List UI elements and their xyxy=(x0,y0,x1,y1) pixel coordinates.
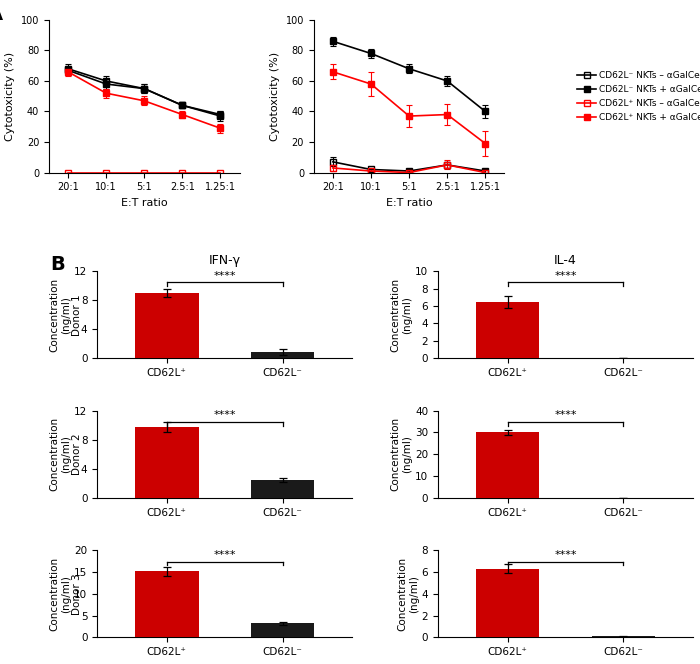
Y-axis label: Cytotoxicity (%): Cytotoxicity (%) xyxy=(6,52,15,141)
Bar xyxy=(592,636,655,637)
Text: ****: **** xyxy=(214,410,236,420)
Y-axis label: Concentration
(ng/ml): Concentration (ng/ml) xyxy=(391,278,412,352)
Y-axis label: Concentration
(ng/ml): Concentration (ng/ml) xyxy=(398,557,419,631)
Bar xyxy=(476,301,540,359)
Y-axis label: Cytotoxicity (%): Cytotoxicity (%) xyxy=(270,52,280,141)
Text: ****: **** xyxy=(214,550,236,560)
Bar xyxy=(251,623,314,637)
Bar xyxy=(135,427,199,498)
Y-axis label: Concentration
(ng/ml): Concentration (ng/ml) xyxy=(391,417,412,491)
Title: IFN-γ: IFN-γ xyxy=(209,254,241,267)
Bar xyxy=(135,571,199,637)
Bar xyxy=(251,479,314,498)
Text: A: A xyxy=(0,5,4,24)
Text: Donor 2: Donor 2 xyxy=(72,434,82,475)
Legend: CD62L⁻ NKTs – αGalCer, CD62L⁻ NKTs + αGalCer, CD62L⁺ NKTs – αGalCer, CD62L⁺ NKTs: CD62L⁻ NKTs – αGalCer, CD62L⁻ NKTs + αGa… xyxy=(578,71,700,122)
Text: ****: **** xyxy=(554,271,577,281)
Y-axis label: Concentration
(ng/ml): Concentration (ng/ml) xyxy=(50,417,71,491)
Title: IL-4: IL-4 xyxy=(554,254,577,267)
Bar xyxy=(251,352,314,359)
Bar xyxy=(476,569,540,637)
Bar xyxy=(476,432,540,498)
Text: ****: **** xyxy=(554,410,577,420)
X-axis label: E:T ratio: E:T ratio xyxy=(121,198,167,208)
Bar xyxy=(135,293,199,359)
Y-axis label: Concentration
(ng/ml): Concentration (ng/ml) xyxy=(50,278,71,352)
Text: ****: **** xyxy=(214,271,236,281)
Text: Donor 1: Donor 1 xyxy=(72,294,82,335)
Text: ****: **** xyxy=(554,550,577,560)
Y-axis label: Concentration
(ng/ml): Concentration (ng/ml) xyxy=(50,557,71,631)
Text: Donor 3: Donor 3 xyxy=(72,573,82,615)
X-axis label: E:T ratio: E:T ratio xyxy=(386,198,433,208)
Text: B: B xyxy=(50,256,65,274)
